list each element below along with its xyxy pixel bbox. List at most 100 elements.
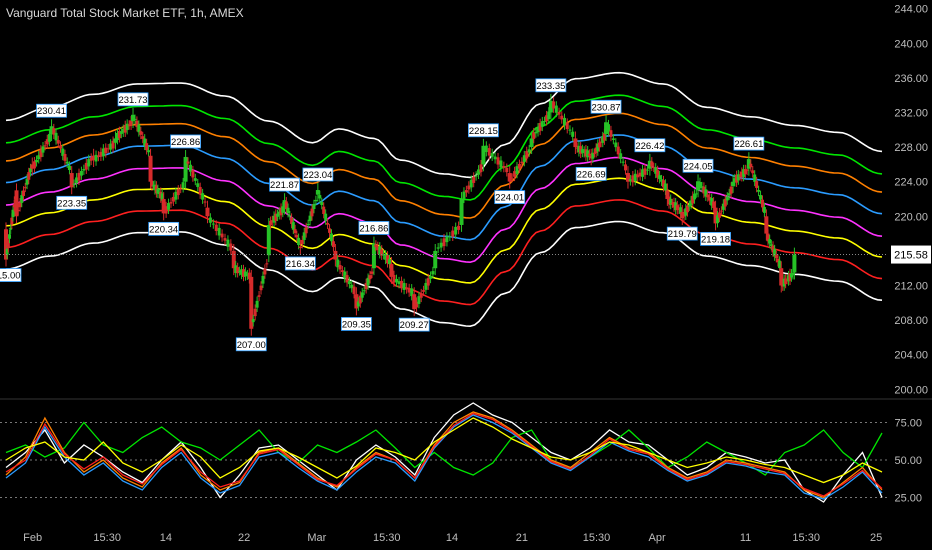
candle-body <box>214 224 218 232</box>
candle-body <box>457 225 461 230</box>
candle-body <box>645 169 649 171</box>
candle-body <box>706 194 710 198</box>
candle-body <box>477 169 481 175</box>
x-axis-label: Mar <box>307 532 326 544</box>
candle-body <box>426 278 430 286</box>
swing-label-box <box>284 256 316 271</box>
price-tick-label: 220.00 <box>894 211 928 223</box>
candle-body <box>139 131 143 135</box>
candle-body <box>211 223 215 225</box>
candle-body <box>205 207 210 217</box>
candle-body <box>704 189 708 197</box>
candle-body <box>29 168 33 173</box>
candle-body <box>538 123 542 131</box>
candle-body <box>469 179 473 188</box>
candle-body <box>727 193 731 196</box>
candle-body <box>131 114 136 122</box>
candle-body <box>9 227 13 230</box>
osc-tick-label: 75.00 <box>894 418 922 430</box>
candle-body <box>94 154 98 162</box>
x-axis-label: 14 <box>446 532 458 544</box>
candle-body <box>20 195 24 203</box>
candle-body <box>745 169 749 171</box>
envelope-band-line <box>5 199 883 306</box>
candle-body <box>459 199 464 225</box>
candle-body <box>579 146 583 154</box>
candle-body <box>11 209 15 218</box>
swing-label: 226.69 <box>577 169 606 180</box>
swing-label-box <box>148 221 180 236</box>
x-axis-label: 15:30 <box>583 532 611 544</box>
candle-body <box>592 152 596 154</box>
candle-body <box>575 147 579 149</box>
swing-label: 226.61 <box>734 139 763 150</box>
candle-body <box>226 239 230 247</box>
price-tick-label: 204.00 <box>894 350 928 362</box>
candle-body <box>8 234 12 239</box>
swing-label-box <box>733 136 765 151</box>
candle-body <box>43 145 47 147</box>
candle-body <box>791 272 795 276</box>
candle-body <box>274 213 278 221</box>
candle-body <box>288 215 292 217</box>
swing-label: 224.01 <box>495 193 524 204</box>
price-tick-label: 236.00 <box>894 73 928 85</box>
candle-body <box>542 120 546 122</box>
candle-body <box>577 145 581 153</box>
last-price-badge <box>891 245 931 264</box>
candle-body <box>708 197 712 201</box>
candle-body <box>658 175 662 180</box>
candle-body <box>356 301 360 307</box>
candle-body <box>265 263 269 265</box>
candle-body <box>347 281 351 285</box>
candle-body <box>257 295 261 297</box>
candle-body <box>565 122 569 130</box>
candle-body <box>594 147 598 154</box>
candle-body <box>312 204 316 209</box>
candle-body <box>123 125 127 133</box>
candle-body <box>661 180 665 188</box>
candle-body <box>759 195 763 200</box>
candle-body <box>220 233 224 238</box>
candle-body <box>490 153 494 157</box>
candle-body <box>647 160 652 169</box>
candle-body <box>293 229 297 234</box>
candle-body <box>665 190 670 199</box>
candle-body <box>669 198 673 205</box>
candle-body <box>746 159 751 169</box>
candle-body <box>682 213 686 217</box>
swing-label-box <box>302 167 334 182</box>
candle-body <box>742 169 746 177</box>
candle-body <box>117 130 121 139</box>
candle-body <box>77 172 81 181</box>
candle-body <box>582 150 586 154</box>
candle-body <box>525 151 529 159</box>
candle-body <box>49 126 54 135</box>
osc-series-line <box>5 402 883 503</box>
candle-body <box>776 258 780 263</box>
x-axis-label: 21 <box>516 532 528 544</box>
candle-body <box>75 177 79 184</box>
candle-body <box>45 139 49 145</box>
candle-body <box>82 168 86 171</box>
candle-body <box>667 196 671 205</box>
swing-label: 223.35 <box>57 198 86 209</box>
candle-body <box>322 206 326 214</box>
candle-body <box>638 172 642 177</box>
candle-body <box>336 259 340 268</box>
candle-body <box>628 179 632 182</box>
candle-body <box>125 123 129 131</box>
candle-body <box>419 293 423 298</box>
candle-body <box>789 273 793 278</box>
candle-body <box>137 124 141 133</box>
candle-body <box>723 198 727 207</box>
candle-body <box>39 149 43 158</box>
candle-body <box>243 271 247 277</box>
candle-body <box>643 168 647 175</box>
candle-body <box>547 111 551 120</box>
candle-body <box>729 186 733 194</box>
candle-body <box>467 185 471 190</box>
candle-body <box>717 212 721 218</box>
candle-body <box>580 149 584 153</box>
